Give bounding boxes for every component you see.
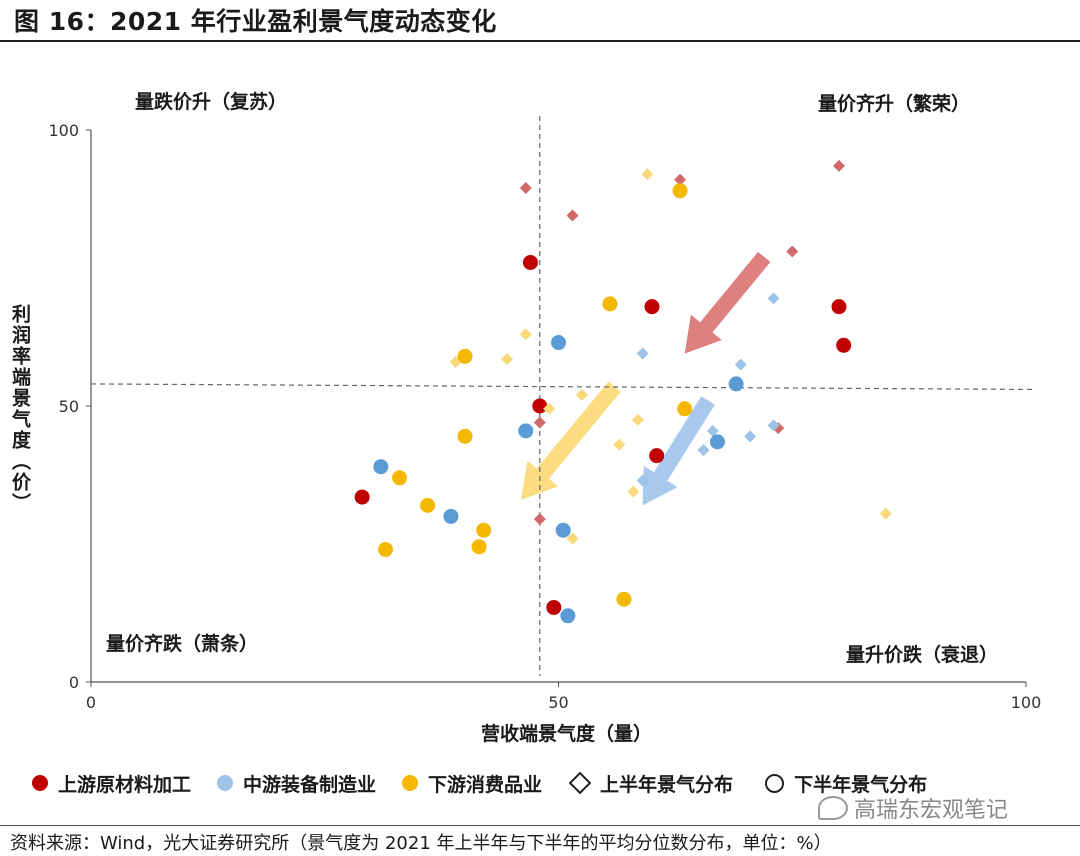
midstream-h1-point [636,474,649,487]
upstream-h2-point [522,254,538,270]
legend-label-downstream: 下游消费品业 [428,773,543,796]
axes [86,129,1027,687]
downstream-h1-point [641,168,654,181]
downstream-h2-point [672,183,688,199]
midstream-h2-point [728,376,744,392]
upstream-h1-point [674,173,687,186]
midstream-h1-point [697,444,710,457]
upstream-trend-arrow [684,251,771,354]
downstream-h1-point [627,485,640,498]
downstream-h1-point [566,532,579,545]
x-tick-label: 100 [1011,693,1042,712]
horizontal-reference-line [90,383,1033,391]
y-tick-label: 100 [48,121,79,140]
chart-text: 0 50 100 0 50 100 营收端景气度（量） 利润率端景气度（价） 量跌价升（复苏） 量… [9,90,1041,745]
legend-item-midstream: 中游装备制造业 [217,770,376,797]
midstream-h2-point [518,423,534,439]
quadrant-label-bottom-right: 量升价跌（衰退） [846,643,998,666]
upstream-h1-point [566,209,579,222]
circle-icon [765,773,785,793]
midstream-h2-point [373,459,389,475]
wechat-icon [818,796,848,820]
downstream-marker-icon [402,775,419,791]
trend-arrows [521,251,771,506]
upstream-marker-icon [32,775,48,791]
midstream-h1-point [744,430,757,443]
midstream-h1-point [706,424,719,437]
y-tick-label: 0 [69,673,79,692]
legend-item-upstream: 上游原材料加工 [32,770,191,797]
upstream-h2-point [546,599,562,615]
upstream-h2-point [831,299,847,315]
downstream-h1-point [543,402,556,415]
downstream-h2-point [457,348,473,364]
upstream-h1-point [533,416,546,429]
upstream-h2-point [354,489,370,505]
upstream-h2-point [836,337,852,353]
upstream-h1-point [519,181,532,194]
upstream-h1-point [533,513,546,526]
upstream-h1-point [833,159,845,172]
upstream-h2-point [644,299,660,315]
downstream-h2-point [420,497,436,513]
midstream-h2-point [709,434,725,450]
x-tick-label: 50 [548,693,568,712]
diamond-icon [568,771,592,795]
midstream-h2-point [560,608,576,624]
downstream-h1-point [613,438,626,451]
legend-label-midstream: 中游装备制造业 [243,773,377,796]
footer-divider [0,825,1080,826]
legend-label-h1: 上半年景气分布 [600,773,734,796]
y-axis-label: 利润率端景气度（价） [9,304,32,514]
x-axis-label: 营收端景气度（量） [481,722,652,745]
quadrant-label-top-left: 量跌价升（复苏） [135,90,287,113]
legend-item-downstream: 下游消费品业 [402,770,542,797]
midstream-h2-point [555,522,571,538]
downstream-h1-point [631,413,644,426]
upstream-h1-point [786,245,799,258]
page-title: 图 16：2021 年行业盈利景气度动态变化 [14,7,497,36]
watermark: 高瑞东宏观笔记 [818,792,1008,824]
midstream-h1-point [734,358,747,371]
downstream-h2-point [471,539,487,555]
downstream-h1-point [879,507,892,520]
source-note: 资料来源：Wind，光大证券研究所（景气度为 2021 年上半年与下半年的平均分… [10,833,832,854]
legend-item-h1: 上半年景气分布 [568,770,733,797]
downstream-h2-point [476,522,492,538]
legend-label-h2: 下半年景气分布 [794,773,928,796]
downstream-h1-point [501,353,514,366]
midstream-h1-point [767,419,780,432]
downstream-h1-point [519,328,532,341]
downstream-h2-point [457,428,473,444]
upstream-h2-point [532,398,548,414]
scatter-chart: 0 50 100 0 50 100 营收端景气度（量） 利润率端景气度（价） 量跌价升（复苏） 量… [9,90,1041,745]
chart-legend: 上游原材料加工 中游装备制造业 下游消费品业 上半年景气分布 下半年景气分布 [32,768,953,798]
reference-lines [90,116,1033,676]
watermark-text: 高瑞东宏观笔记 [854,798,1009,823]
midstream-h2-point [443,508,459,524]
midstream-marker-icon [217,775,234,791]
midstream-h1-point [767,292,780,305]
x-tick-label: 0 [86,693,96,712]
quadrant-label-top-right: 量价齐升（繁荣） [818,92,970,115]
downstream-h2-point [677,401,693,417]
data-points [354,159,892,624]
downstream-h1-point [575,388,588,401]
y-tick-label: 50 [59,397,79,416]
downstream-h2-point [602,296,618,312]
upstream-h2-point [649,448,665,464]
legend-label-upstream: 上游原材料加工 [58,773,192,796]
downstream-h2-point [616,591,632,607]
downstream-trend-arrow [521,381,621,500]
quadrant-label-bottom-left: 量价齐跌（萧条） [106,632,258,655]
downstream-h2-point [392,470,408,486]
title-divider [0,40,1080,42]
midstream-h2-point [551,335,566,351]
legend-item-h2: 下半年景气分布 [759,770,927,797]
midstream-trend-arrow [642,396,715,506]
downstream-h2-point [378,542,394,558]
midstream-h1-point [636,347,649,360]
